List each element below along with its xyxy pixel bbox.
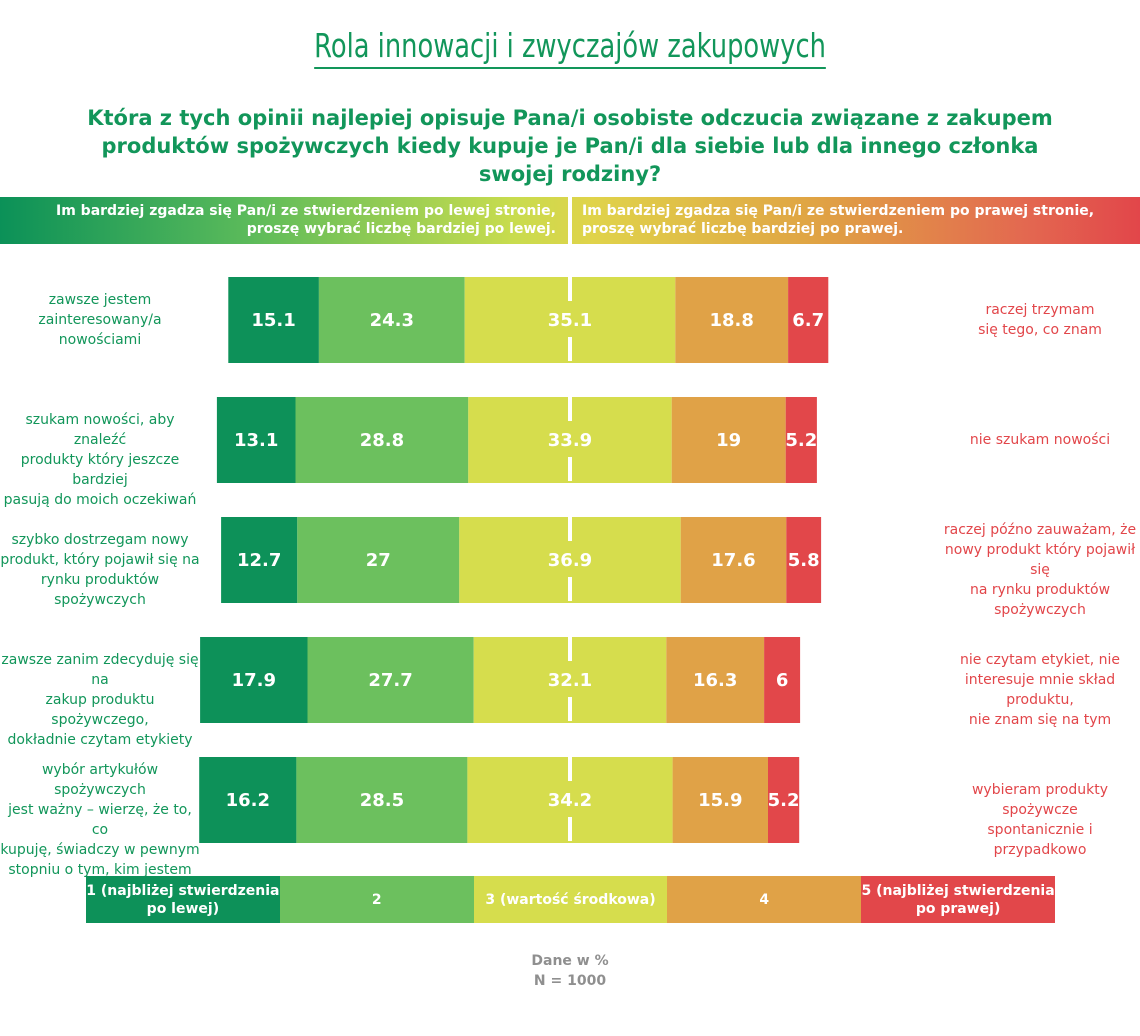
bar-value-label-row4-level1: 17.9 <box>232 670 276 691</box>
left-statement-5: wybór artykułów spożywczych jest ważny –… <box>0 762 200 878</box>
footer-sample: N = 1000 <box>533 973 607 989</box>
right-statement-2: nie szukam nowości <box>969 432 1111 448</box>
bar-segment-row3-level5 <box>786 517 822 603</box>
legend-item-3: 3 (wartość środkowa) <box>473 876 668 923</box>
bar-value-label-row2-level2: 28.8 <box>360 430 404 451</box>
legend-item-5: 5 (najbliżej stwierdzenia po prawej) <box>861 876 1055 923</box>
bar-value-label-row5-level4: 15.9 <box>698 790 742 811</box>
bar-value-label-row2-level1: 13.1 <box>234 430 278 451</box>
bar-value-label-row5-level1: 16.2 <box>226 790 270 811</box>
band-center-divider <box>568 194 572 246</box>
center-marker-bottom <box>568 817 572 841</box>
bar-value-label-row2-level4: 19 <box>716 430 741 451</box>
bar-value-label-row1-level3: 35.1 <box>548 310 592 331</box>
bar-value-label-row3-level4: 17.6 <box>711 550 755 571</box>
bar-segment-row5-level5 <box>768 757 800 843</box>
center-marker-top <box>568 277 572 301</box>
bar-value-label-row3-level1: 12.7 <box>237 550 281 571</box>
footer-unit: Dane w % <box>531 953 609 969</box>
center-marker-top <box>568 637 572 661</box>
bar-segment-row1-level1 <box>228 277 319 363</box>
left-statement-2: szukam nowości, aby znaleźć produkty któ… <box>3 412 197 508</box>
bar-segment-row3-level1 <box>221 517 298 603</box>
center-marker-bottom <box>568 457 572 481</box>
bar-value-label-row3-level5: 5.8 <box>788 550 820 571</box>
footer-note: Dane w % N = 1000 <box>0 951 1140 991</box>
bar-segment-row5-level4 <box>672 757 768 843</box>
bar-value-label-row4-level3: 32.1 <box>548 670 592 691</box>
legend-item-2: 2 <box>279 876 474 923</box>
bar-segment-row5-level1 <box>199 757 297 843</box>
legend-item-4: 4 <box>667 876 862 923</box>
bar-segment-row1-level5 <box>788 277 829 363</box>
bar-segment-row2-level2 <box>295 397 469 483</box>
survey-question: Która z tych opinii najlepiej opisuje Pa… <box>87 106 1053 186</box>
center-marker-bottom <box>568 337 572 361</box>
bar-segment-row2-level4 <box>671 397 786 483</box>
legend: 1 (najbliżej stwierdzenia po lewej) 2 3 (w… <box>86 876 1055 923</box>
bar-segment-row4-level5 <box>764 637 801 723</box>
band-right-instruction: Im bardziej zgadza się Pan/i ze stwierdz… <box>582 203 1095 237</box>
bar-value-label-row1-level4: 18.8 <box>709 310 753 331</box>
center-marker-bottom <box>568 577 572 601</box>
right-statement-5: wybieram produkty spożywcze spontaniczni… <box>971 782 1109 858</box>
bar-value-label-row5-level3: 34.2 <box>548 790 592 811</box>
left-statement-1: zawsze jestem zainteresowany/a nowościam… <box>38 292 162 348</box>
left-statement-4: zawsze zanim zdecyduję się na zakup prod… <box>1 652 199 748</box>
bar-value-label-row1-level2: 24.3 <box>370 310 414 331</box>
bar-value-label-row3-level3: 36.9 <box>548 550 592 571</box>
band-left-instruction: Im bardziej zgadza się Pan/i ze stwierdz… <box>56 203 556 237</box>
bar-segment-row1-level2 <box>318 277 465 363</box>
bar-value-label-row1-level5: 6.7 <box>792 310 824 331</box>
center-marker-top <box>568 517 572 541</box>
bar-value-label-row1-level1: 15.1 <box>251 310 295 331</box>
bar-segment-row2-level5 <box>785 397 817 483</box>
bar-segment-row5-level2 <box>296 757 468 843</box>
left-statement-3: szybko dostrzegam nowy produkt, który po… <box>0 532 200 608</box>
bar-value-label-row4-level5: 6 <box>776 670 789 691</box>
bar-segment-row4-level1 <box>200 637 308 723</box>
bar-segment-row3-level2 <box>297 517 460 603</box>
bar-segment-row1-level4 <box>675 277 789 363</box>
right-statement-1: raczej trzymam się tego, co znam <box>978 302 1102 338</box>
right-statement-3: raczej późno zauważam, że nowy produkt k… <box>943 522 1137 618</box>
right-statement-4: nie czytam etykiet, nie interesuje mnie … <box>959 652 1121 728</box>
bar-segment-row4-level4 <box>666 637 765 723</box>
center-marker-bottom <box>568 697 572 721</box>
bar-segment-row4-level2 <box>307 637 474 723</box>
legend-item-1: 1 (najbliżej stwierdzenia po lewej) <box>86 876 280 923</box>
bar-value-label-row4-level4: 16.3 <box>693 670 737 691</box>
bar-value-label-row3-level2: 27 <box>366 550 391 571</box>
bar-segment-row2-level1 <box>216 397 296 483</box>
bar-segment-row3-level4 <box>680 517 787 603</box>
bar-value-label-row4-level2: 27.7 <box>368 670 412 691</box>
center-marker-top <box>568 397 572 421</box>
bar-value-label-row2-level5: 5.2 <box>785 430 817 451</box>
bar-value-label-row5-level5: 5.2 <box>768 790 800 811</box>
bar-value-label-row5-level2: 28.5 <box>360 790 404 811</box>
center-marker-top <box>568 757 572 781</box>
bar-value-label-row2-level3: 33.9 <box>548 430 592 451</box>
chart-title: Rola innowacji i zwyczajów zakupowych <box>125 26 1014 69</box>
